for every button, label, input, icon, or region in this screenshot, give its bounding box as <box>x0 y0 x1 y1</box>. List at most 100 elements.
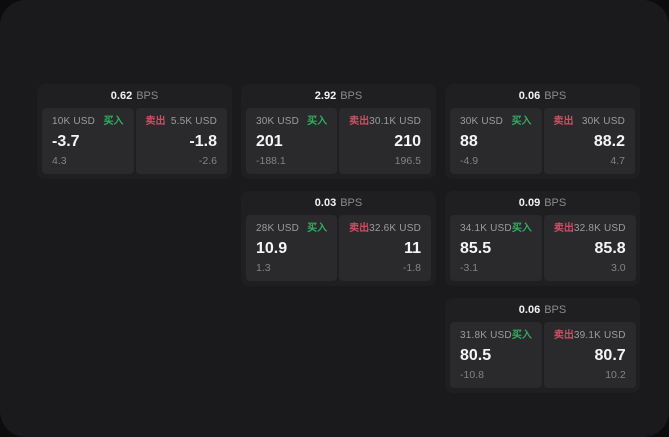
bps-value: 2.92 <box>314 90 337 102</box>
sell-panel-top: 卖出 39.1K USD <box>554 330 626 342</box>
sell-tag: 卖出 <box>349 116 370 127</box>
buy-quote-panel[interactable]: 34.1K USD 买入 85.5 -3.1 <box>450 215 542 281</box>
sell-tag: 卖出 <box>349 223 370 234</box>
sell-tag: 卖出 <box>553 223 574 234</box>
price-card: 0.06 BPS 30K USD 买入 88 -4.9 卖出 30K USD 8… <box>445 84 640 179</box>
sell-panel-top: 卖出 32.6K USD <box>349 223 421 235</box>
bps-header: 0.62 BPS <box>42 84 227 108</box>
buy-delta: -4.9 <box>460 155 479 167</box>
sell-price: -1.8 <box>189 132 217 150</box>
price-card: 2.92 BPS 30K USD 买入 201 -188.1 卖出 30.1K … <box>241 84 436 179</box>
quote-panels: 10K USD 买入 -3.7 4.3 卖出 5.5K USD -1.8 -2.… <box>42 108 227 174</box>
buy-delta: 1.3 <box>256 262 271 274</box>
bps-value: 0.06 <box>518 90 541 102</box>
bps-unit-label: BPS <box>340 197 363 209</box>
buy-size-label: 31.8K USD <box>460 330 512 341</box>
buy-quote-panel[interactable]: 31.8K USD 买入 80.5 -10.8 <box>450 322 542 388</box>
buy-price: 80.5 <box>460 346 492 364</box>
buy-size-label: 30K USD <box>460 116 504 127</box>
sell-delta: 4.7 <box>610 155 625 167</box>
bps-unit-label: BPS <box>544 90 567 102</box>
sell-tag: 卖出 <box>553 116 574 127</box>
sell-delta: -1.8 <box>402 262 421 274</box>
buy-tag: 买入 <box>511 330 532 341</box>
price-card: 0.06 BPS 31.8K USD 买入 80.5 -10.8 卖出 39.1… <box>445 298 640 393</box>
bps-value: 0.03 <box>314 197 337 209</box>
sell-size-label: 30.1K USD <box>369 116 421 127</box>
sell-quote-panel[interactable]: 卖出 30K USD 88.2 4.7 <box>543 108 635 174</box>
buy-size-label: 28K USD <box>256 223 300 234</box>
bps-value: 0.09 <box>518 197 541 209</box>
sell-delta: 3.0 <box>611 262 626 274</box>
buy-price: 88 <box>460 132 478 150</box>
bps-unit-label: BPS <box>136 90 159 102</box>
sell-quote-panel[interactable]: 卖出 30.1K USD 210 196.5 <box>339 108 431 174</box>
buy-size-label: 30K USD <box>256 116 300 127</box>
buy-price: 10.9 <box>256 239 288 257</box>
sell-size-label: 32.8K USD <box>573 223 626 234</box>
sell-size-label: 5.5K USD <box>170 116 217 127</box>
buy-delta: -3.1 <box>460 262 479 274</box>
buy-price: 201 <box>256 132 283 150</box>
quote-panels: 28K USD 买入 10.9 1.3 卖出 32.6K USD 11 -1.8 <box>246 215 431 281</box>
bps-header: 0.06 BPS <box>450 84 635 108</box>
buy-quote-panel[interactable]: 28K USD 买入 10.9 1.3 <box>246 215 338 281</box>
sell-panel-top: 卖出 30K USD <box>554 116 626 128</box>
buy-quote-panel[interactable]: 30K USD 买入 88 -4.9 <box>450 108 542 174</box>
sell-delta: 10.2 <box>605 369 626 381</box>
buy-panel-top: 30K USD 买入 <box>256 116 327 128</box>
buy-quote-panel[interactable]: 10K USD 买入 -3.7 4.3 <box>42 108 134 174</box>
buy-size-label: 34.1K USD <box>460 223 512 234</box>
bps-unit-label: BPS <box>544 304 567 316</box>
buy-panel-top: 30K USD 买入 <box>460 116 532 128</box>
buy-tag: 买入 <box>307 223 328 234</box>
sell-size-label: 30K USD <box>581 116 625 127</box>
sell-price: 80.7 <box>594 346 626 364</box>
buy-price: 85.5 <box>460 239 492 257</box>
bps-unit-label: BPS <box>340 90 363 102</box>
buy-delta: 4.3 <box>52 155 67 167</box>
sell-delta: 196.5 <box>394 155 421 167</box>
buy-tag: 买入 <box>307 116 328 127</box>
sell-price: 210 <box>394 132 421 150</box>
bps-header: 2.92 BPS <box>246 84 431 108</box>
price-card: 0.62 BPS 10K USD 买入 -3.7 4.3 卖出 5.5K USD… <box>37 84 232 179</box>
sell-panel-top: 卖出 30.1K USD <box>349 116 421 128</box>
sell-panel-top: 卖出 32.8K USD <box>554 223 626 235</box>
buy-tag: 买入 <box>103 116 124 127</box>
quote-panels: 30K USD 买入 201 -188.1 卖出 30.1K USD 210 1… <box>246 108 431 174</box>
buy-panel-top: 34.1K USD 买入 <box>460 223 532 235</box>
bps-header: 0.06 BPS <box>450 298 635 322</box>
sell-quote-panel[interactable]: 卖出 39.1K USD 80.7 10.2 <box>543 322 636 388</box>
buy-tag: 买入 <box>511 116 532 127</box>
sell-delta: -2.6 <box>198 155 217 167</box>
quote-panels: 34.1K USD 买入 85.5 -3.1 卖出 32.8K USD 85.8… <box>450 215 636 281</box>
sell-panel-top: 卖出 5.5K USD <box>146 116 218 128</box>
bps-value: 0.62 <box>110 90 133 102</box>
sell-tag: 卖出 <box>145 116 166 127</box>
buy-price: -3.7 <box>52 132 80 150</box>
sell-size-label: 32.6K USD <box>369 223 421 234</box>
buy-delta: -188.1 <box>256 155 286 167</box>
price-card: 0.09 BPS 34.1K USD 买入 85.5 -3.1 卖出 32.8K… <box>445 191 640 286</box>
price-cards-grid: 0.62 BPS 10K USD 买入 -3.7 4.3 卖出 5.5K USD… <box>37 84 640 393</box>
buy-panel-top: 31.8K USD 买入 <box>460 330 532 342</box>
sell-price: 88.2 <box>593 132 625 150</box>
price-card: 0.03 BPS 28K USD 买入 10.9 1.3 卖出 32.6K US… <box>241 191 436 286</box>
sell-quote-panel[interactable]: 卖出 32.6K USD 11 -1.8 <box>339 215 431 281</box>
bps-unit-label: BPS <box>544 197 567 209</box>
buy-size-label: 10K USD <box>52 116 96 127</box>
sell-quote-panel[interactable]: 卖出 5.5K USD -1.8 -2.6 <box>135 108 227 174</box>
sell-size-label: 39.1K USD <box>573 330 626 341</box>
quote-panels: 30K USD 买入 88 -4.9 卖出 30K USD 88.2 4.7 <box>450 108 635 174</box>
bps-value: 0.06 <box>518 304 541 316</box>
buy-tag: 买入 <box>511 223 532 234</box>
buy-quote-panel[interactable]: 30K USD 买入 201 -188.1 <box>246 108 338 174</box>
buy-delta: -10.8 <box>460 369 484 381</box>
buy-panel-top: 28K USD 买入 <box>256 223 327 235</box>
sell-quote-panel[interactable]: 卖出 32.8K USD 85.8 3.0 <box>543 215 636 281</box>
sell-price: 85.8 <box>594 239 626 257</box>
sell-price: 11 <box>404 239 421 257</box>
bps-header: 0.09 BPS <box>450 191 635 215</box>
